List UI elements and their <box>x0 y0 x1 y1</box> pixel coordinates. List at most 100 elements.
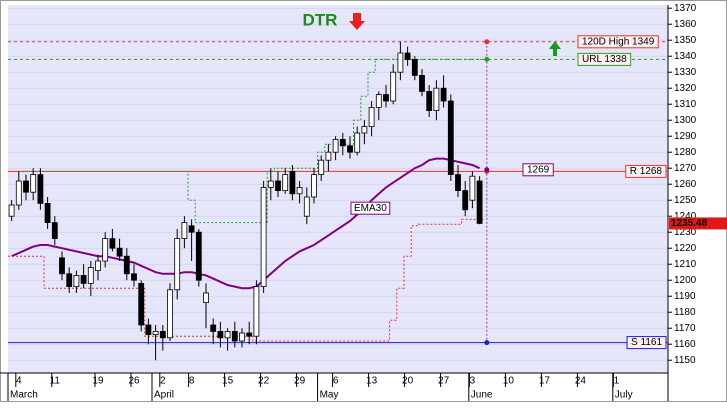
candle-body <box>15 180 22 206</box>
candle-body <box>66 273 73 287</box>
month-label: July <box>615 390 633 401</box>
level-label: URL 1338 <box>582 54 627 65</box>
candle-body <box>462 190 469 211</box>
x-tick-label: 20 <box>402 376 414 387</box>
ema-line <box>11 157 481 290</box>
month-label: March <box>10 390 38 401</box>
y-tick-label: 1160 <box>674 339 696 350</box>
candle-body <box>239 332 245 342</box>
y-tick-label: 1360 <box>674 19 697 30</box>
y-tick-label: 1200 <box>674 275 697 286</box>
candle-body <box>260 186 267 287</box>
y-tick-label: 1260 <box>674 179 697 190</box>
down-arrow <box>349 13 365 30</box>
candle-body <box>339 138 346 147</box>
candle-body <box>23 180 29 193</box>
y-tick-label: 1180 <box>674 307 696 318</box>
x-tick-label: 11 <box>50 376 61 387</box>
candle-body <box>210 324 217 332</box>
candle-body <box>433 87 440 111</box>
candle-body <box>203 292 209 304</box>
candle-body <box>102 238 109 262</box>
level-box <box>577 52 632 66</box>
candle-body <box>275 180 281 191</box>
y-tick-label: 1250 <box>674 195 697 206</box>
level-label: S 1161 <box>631 337 662 348</box>
y-tick-label: 1290 <box>674 131 697 142</box>
y-tick-label: 1170 <box>674 323 696 334</box>
projection-dot <box>484 56 490 62</box>
candle-body <box>217 330 224 339</box>
month-label: June <box>471 390 493 401</box>
candle-body <box>116 247 123 257</box>
projection-dot <box>484 167 490 173</box>
candle-body <box>455 174 461 192</box>
series-name: EMA30 <box>354 203 387 214</box>
candle-body <box>397 52 404 73</box>
end-box <box>522 163 554 177</box>
level-box <box>626 336 667 350</box>
candle-body <box>404 52 411 60</box>
candle-body <box>347 145 353 153</box>
x-tick-label: 1 <box>614 376 620 387</box>
x-tick-label: 3 <box>470 376 476 387</box>
up-arrow <box>549 41 561 56</box>
y-tick-label: 1340 <box>674 51 697 62</box>
candle-body <box>73 274 80 287</box>
candle-body <box>224 330 231 339</box>
candle-body <box>181 222 188 240</box>
y-tick-label: 1220 <box>674 243 697 254</box>
candle-body <box>174 238 181 291</box>
candle-body <box>419 75 425 92</box>
y-tick-label: 1350 <box>674 35 697 46</box>
candle-body <box>145 324 152 336</box>
candle-body <box>87 266 94 284</box>
candle-body <box>411 59 418 76</box>
x-tick-label: 27 <box>438 376 450 387</box>
candle-body <box>325 151 332 161</box>
candle-body <box>159 330 166 339</box>
candle-body <box>195 231 202 281</box>
x-tick-label: 26 <box>128 376 140 387</box>
candle-body <box>426 91 433 112</box>
y-tick-label: 1270 <box>674 163 697 174</box>
candle-body <box>80 274 87 284</box>
candle-body <box>8 204 15 217</box>
candle-body <box>246 332 253 337</box>
level-tag: R 1268 <box>625 164 667 178</box>
x-tick-label: 8 <box>189 376 195 387</box>
x-tick-label: 19 <box>92 376 104 387</box>
y-tick-label: 1310 <box>674 99 697 110</box>
candle-body <box>289 170 296 195</box>
series-tag: EMA30 <box>350 201 391 215</box>
month-label: May <box>320 390 339 401</box>
candle-body <box>59 257 65 275</box>
series-name-box <box>350 201 391 215</box>
projection-dot <box>484 340 490 346</box>
candle-body <box>375 94 382 108</box>
chart-layer: 1150116011701180119012001210122012301240… <box>0 3 727 401</box>
candle-body <box>51 222 58 240</box>
last-price-box <box>669 217 727 230</box>
candle-body <box>383 94 389 102</box>
y-tick-label: 1370 <box>674 3 697 14</box>
candle-body <box>95 260 101 272</box>
x-tick-label: 13 <box>366 376 378 387</box>
y-tick-label: 1280 <box>674 147 697 158</box>
projection-dot <box>484 39 490 45</box>
candle-body <box>332 138 339 153</box>
level-tag: S 1161 <box>626 336 667 350</box>
candle-body <box>152 330 159 335</box>
candle-body <box>44 202 51 223</box>
candle-body <box>361 126 368 134</box>
candle-body <box>440 87 447 102</box>
candle-body <box>188 225 195 233</box>
y-tick-label: 1230 <box>674 227 697 238</box>
candle-body <box>303 196 310 217</box>
candle-body <box>390 71 397 102</box>
x-tick-label: 24 <box>575 376 587 387</box>
x-tick-label: 15 <box>222 376 234 387</box>
candle-body <box>476 180 483 224</box>
candle-body <box>318 159 325 175</box>
candle-body <box>37 174 44 204</box>
